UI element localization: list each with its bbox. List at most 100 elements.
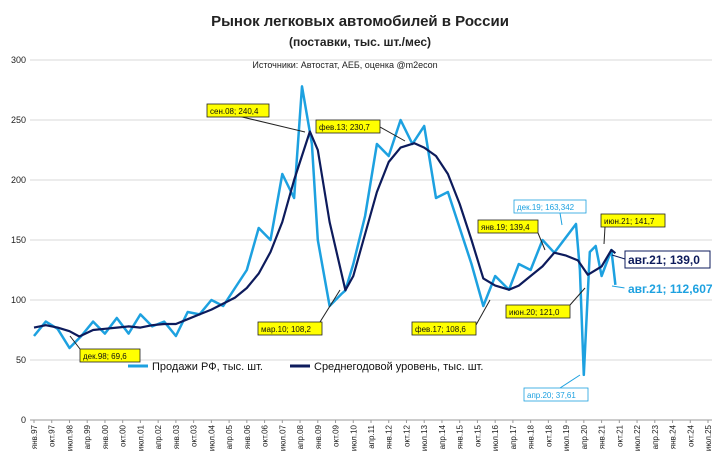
y-tick-label: 200 [11, 175, 26, 185]
annotation-callout: сен.08; 240,4 [206, 103, 306, 133]
annotation-leader [69, 335, 81, 350]
y-tick-label: 250 [11, 115, 26, 125]
x-tick-label: апр.14 [438, 424, 447, 449]
annotation-leader [237, 115, 306, 133]
annotation-callout: янв.19; 139,4 [477, 219, 546, 251]
annotation-label: фев.17; 108,6 [415, 325, 466, 334]
annotation-callout: фев.13; 230,7 [315, 119, 406, 142]
annotation-callout: авг.21; 112,607 [611, 279, 720, 298]
x-tick-label: окт.00 [119, 424, 128, 446]
x-tick-label: апр.23 [651, 424, 660, 449]
x-tick-label: янв.09 [314, 424, 323, 449]
annotation-label: фев.13; 230,7 [319, 123, 370, 132]
x-tick-label: окт.09 [332, 424, 341, 446]
annotation-box [600, 213, 666, 228]
annotation-box [624, 250, 711, 269]
annual-average-line [33, 130, 617, 338]
annotation-callout: дек.19; 163,342 [513, 199, 587, 226]
y-tick-label: 100 [11, 295, 26, 305]
annotation-label: апр.20; 37,61 [527, 391, 576, 400]
annotation-label: дек.98; 69,6 [83, 352, 127, 361]
annotations: сен.08; 240,4 фев.13; 230,7 мар.10; 108,2 д… [69, 103, 720, 402]
x-tick-label: июл.10 [349, 424, 358, 451]
x-tick-label: июл.25 [704, 424, 713, 451]
x-tick-label: окт.21 [615, 424, 624, 446]
x-tick-label: янв.97 [30, 424, 39, 449]
annotation-callout: авг.21; 139,0 [611, 250, 711, 269]
chart-source: Источники: Автостат, АЕБ, оценка @m2econ [252, 60, 437, 70]
annotation-box [206, 103, 270, 118]
series-lines [33, 85, 617, 377]
annotation-callout: июн.20; 121,0 [505, 287, 586, 319]
x-tick-label: окт.24 [686, 424, 695, 446]
x-tick-label: апр.05 [225, 424, 234, 449]
x-tick-label: апр.02 [154, 424, 163, 449]
annotation-callout: дек.98; 69,6 [69, 335, 141, 363]
legend: Продажи РФ, тыс. шт. Среднегодовой уровен… [128, 361, 483, 373]
annotation-label: июн.20; 121,0 [509, 308, 560, 317]
annotation-callout: июн.21; 141,7 [600, 213, 666, 245]
x-tick-label: окт.03 [190, 424, 199, 446]
x-tick-label: янв.24 [669, 424, 678, 449]
annotation-box [257, 321, 323, 336]
x-tick-label: апр.17 [509, 424, 518, 449]
annotation-label: мар.10; 108,2 [261, 325, 312, 334]
x-tick-label: апр.20 [580, 424, 589, 449]
x-tick-label: июл.16 [491, 424, 500, 451]
x-tick-label: янв.12 [385, 424, 394, 449]
annotation-box [477, 219, 539, 234]
x-axis-ticks: янв.97 окт.97 июл.98 апр.99 янв.00 окт.00 июл.… [30, 420, 713, 451]
x-tick-label: июл.04 [207, 424, 216, 451]
x-tick-label: июл.13 [420, 424, 429, 451]
x-tick-label: июл.01 [136, 424, 145, 451]
chart-title: Рынок легковых автомобилей в России [211, 13, 509, 30]
annotation-leader [379, 126, 406, 142]
y-tick-label: 0 [21, 415, 26, 425]
x-tick-label: янв.00 [101, 424, 110, 449]
annotation-box [411, 321, 477, 336]
annotation-leader [611, 254, 626, 260]
annotation-leader [569, 287, 586, 306]
x-tick-label: окт.18 [544, 424, 553, 446]
annotation-leader [475, 299, 491, 326]
x-tick-label: июл.07 [278, 424, 287, 451]
y-tick-label: 300 [11, 55, 26, 65]
x-tick-label: апр.08 [296, 424, 305, 449]
legend-label: Продажи РФ, тыс. шт. [152, 361, 263, 373]
sales-line [33, 85, 617, 377]
y-tick-label: 50 [16, 355, 26, 365]
chart-subtitle: (поставки, тыс. шт./мес) [289, 35, 431, 49]
x-tick-label: июл.22 [633, 424, 642, 451]
annotation-label: июн.21; 141,7 [604, 217, 655, 226]
x-tick-label: окт.06 [261, 424, 270, 446]
annotation-box [624, 279, 720, 298]
x-tick-label: апр.11 [367, 424, 376, 448]
annotation-callout: мар.10; 108,2 [257, 289, 341, 336]
annotation-leader [559, 212, 563, 226]
annotation-label: авг.21; 139,0 [628, 253, 700, 267]
legend-label: Среднегодовой уровень, тыс. шт. [314, 361, 483, 373]
x-tick-label: янв.06 [243, 424, 252, 449]
annotation-label: дек.19; 163,342 [517, 203, 575, 212]
annotation-callout: апр.20; 37,61 [523, 374, 589, 402]
x-tick-label: янв.21 [598, 424, 607, 449]
x-tick-label: июл.98 [65, 424, 74, 451]
legend-item: Продажи РФ, тыс. шт. [128, 361, 263, 373]
annotation-callout: фев.17; 108,6 [411, 299, 491, 336]
annotation-box [513, 199, 587, 214]
annotation-leader [319, 289, 341, 323]
x-tick-label: окт.15 [473, 424, 482, 446]
x-tick-label: янв.15 [456, 424, 465, 449]
annotation-box [315, 119, 381, 134]
annotation-leader [559, 374, 581, 389]
annotation-label: сен.08; 240,4 [210, 107, 259, 116]
x-tick-label: июл.19 [562, 424, 571, 451]
x-tick-label: окт.12 [402, 424, 411, 446]
annotation-leader [603, 226, 606, 245]
y-tick-label: 150 [11, 235, 26, 245]
x-tick-label: апр.99 [83, 424, 92, 449]
annotation-label: авг.21; 112,607 [628, 282, 713, 296]
annotation-label: янв.19; 139,4 [481, 223, 530, 232]
annotation-box [79, 348, 141, 363]
